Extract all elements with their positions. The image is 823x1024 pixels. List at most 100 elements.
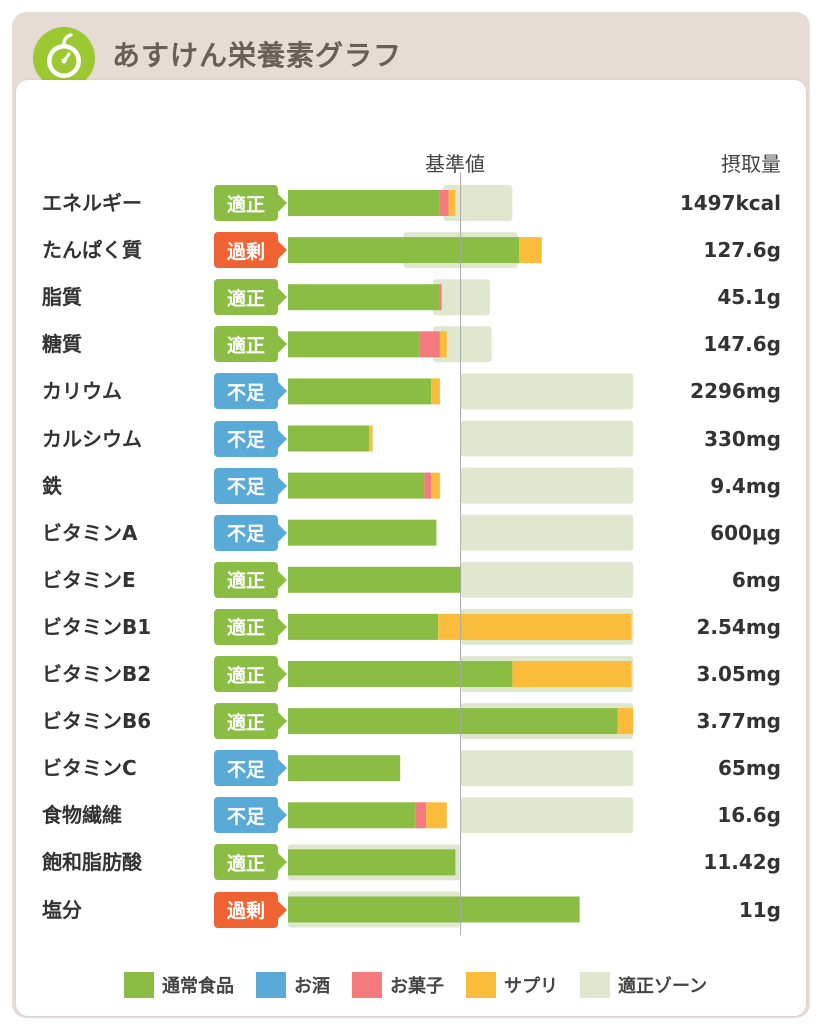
appropriate-zone [460,514,634,551]
intake-column-header: 摂取量 [721,152,781,176]
nutrient-label: 塩分 [42,897,82,922]
bar-normal-food [288,755,401,782]
bar-supplement [448,190,456,216]
appropriate-zone [460,797,634,834]
legend-swatch [256,972,286,998]
status-badge-label: 適正 [226,711,265,734]
status-badge-label: 不足 [226,805,265,828]
status-badge: 適正 [214,656,287,692]
bar-normal-food [288,472,425,499]
intake-value: 127.6g [703,238,781,263]
intake-value: 6mg [731,567,781,592]
bar-supplement [369,425,373,452]
bar-snacks [439,190,449,216]
status-badge-label: 適正 [226,570,265,593]
bar-supplement [431,472,440,499]
status-badge-label: 過剰 [226,240,265,263]
legend-item: 通常食品 [124,972,234,998]
bar-normal-food [288,613,439,640]
nutrient-label: 糖質 [42,332,82,357]
status-badge: 不足 [214,750,287,787]
page-title: あすけん栄養素グラフ [112,39,403,72]
bar-supplement [512,661,632,687]
status-badge: 適正 [214,185,287,221]
status-badge: 不足 [214,467,287,504]
status-badge-label: 適正 [226,193,265,216]
status-badge: 不足 [214,797,287,834]
nutrient-label: たんぱく質 [42,238,142,263]
legend-item: サプリ [466,972,558,998]
intake-value: 11.42g [703,850,781,875]
status-badge-label: 適正 [226,334,265,357]
status-badge: 不足 [214,373,287,410]
legend-label: 適正ゾーン [618,976,708,997]
bar-snacks [424,472,432,499]
intake-value: 3.77mg [696,709,781,734]
status-badge: 不足 [214,420,287,457]
nutrient-label: ビタミンC [42,756,137,781]
nutrient-label: 脂質 [42,285,82,310]
status-badge: 適正 [214,326,287,363]
bar-normal-food [288,896,580,923]
bar-normal-food [288,331,420,358]
appropriate-zone [460,750,634,787]
bar-normal-food [288,425,370,452]
legend-item: 適正ゾーン [580,972,707,998]
bar-normal-food [288,519,437,546]
bar-supplement [438,613,632,640]
status-badge-label: 不足 [226,758,265,781]
nutrient-label: ビタミンB2 [42,662,152,686]
intake-value: 330mg [704,426,781,451]
status-badge: 適正 [214,279,287,316]
legend-swatch [352,972,382,998]
bar-supplement [617,708,634,735]
nutrient-label: 飽和脂肪酸 [42,850,142,875]
legend-label: お酒 [294,976,330,997]
bar-snacks [439,284,442,311]
bar-supplement [439,331,447,358]
intake-value: 9.4mg [710,473,781,498]
bar-supplement [426,802,447,829]
intake-value: 2296mg [690,379,781,404]
bar-normal-food [288,190,440,216]
intake-value: 147.6g [703,332,781,357]
apple-scale-icon [33,27,95,89]
appropriate-zone [432,279,490,316]
nutrient-label: ビタミンB1 [42,614,152,639]
status-badge-label: 適正 [226,617,265,640]
bar-normal-food [288,378,432,405]
nutrient-label: カリウム [42,379,122,404]
status-badge-label: 適正 [226,852,265,875]
reference-column-header: 基準値 [425,152,485,176]
appropriate-zone [432,326,492,363]
bar-snacks [415,802,427,829]
status-badge-label: 不足 [226,429,265,451]
legend-swatch [124,972,154,998]
legend-label: サプリ [504,976,558,997]
nutrient-label: エネルギー [42,191,142,215]
status-badge: 適正 [214,703,287,740]
bar-snacks [419,331,440,358]
intake-value: 3.05mg [696,662,781,686]
status-badge: 適正 [214,844,287,881]
intake-value: 2.54mg [696,614,781,639]
bar-normal-food [288,661,513,687]
status-badge: 過剰 [214,891,287,928]
status-badge-label: 適正 [226,287,265,310]
nutrient-label: ビタミンB6 [42,709,152,734]
nutrient-label: ビタミンA [42,520,138,545]
bar-normal-food [288,802,416,829]
nutrient-label: 鉄 [42,473,62,498]
intake-value: 11g [738,897,781,922]
nutrient-label: カルシウム [42,426,142,451]
status-badge: 適正 [214,561,287,598]
status-badge-label: 不足 [226,523,265,546]
intake-value: 65mg [718,756,781,781]
bar-normal-food [288,284,440,311]
status-badge-label: 不足 [226,476,265,499]
bar-supplement [431,378,440,405]
status-badge: 適正 [214,608,287,645]
intake-value: 600μg [710,520,781,545]
status-badge-label: 適正 [226,664,265,687]
